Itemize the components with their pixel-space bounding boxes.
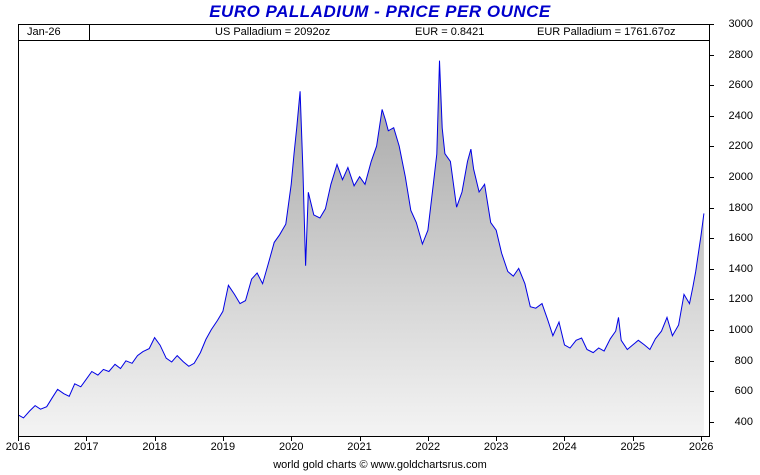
price-line (18, 60, 705, 419)
date-label: Jan-26 (27, 26, 61, 38)
y-tick-mark (710, 85, 714, 87)
info-bar: Jan-26 US Palladium = 2092oz EUR = 0.842… (19, 25, 709, 41)
x-tick-label: 2024 (552, 441, 577, 453)
x-tick-mark (427, 437, 429, 441)
x-tick-label: 2020 (278, 441, 304, 453)
y-tick-mark (710, 360, 714, 362)
x-tick-mark (701, 437, 703, 441)
y-tick-mark (710, 54, 714, 56)
x-tick-mark (18, 437, 19, 441)
y-tick-label: 600 (734, 385, 753, 398)
x-tick-mark (564, 437, 566, 441)
x-tick-label: 2026 (688, 441, 714, 453)
y-tick-mark (710, 268, 714, 270)
y-tick-label: 2000 (728, 170, 753, 183)
y-tick-mark (710, 329, 714, 331)
y-tick-label: 1400 (728, 262, 753, 275)
x-tick-label: 2018 (142, 441, 167, 453)
y-tick-label: 1800 (728, 201, 753, 214)
x-tick-mark (86, 437, 88, 441)
eur-rate-stat: EUR = 0.8421 (415, 26, 485, 38)
y-tick-mark (710, 176, 714, 178)
date-cell-divider (89, 25, 90, 40)
plot-area (18, 60, 705, 437)
x-tick-label: 2016 (5, 441, 31, 453)
x-tick-mark (632, 437, 634, 441)
x-tick-label: 2019 (210, 441, 236, 453)
y-tick-mark (710, 146, 714, 148)
x-tick-label: 2022 (415, 441, 441, 453)
x-tick-mark (154, 437, 156, 441)
y-tick-mark (710, 238, 714, 240)
y-tick-label: 2400 (728, 109, 753, 122)
footer-credit: world gold charts © www.goldchartsrus.co… (273, 459, 487, 471)
y-tick-mark (710, 115, 714, 117)
y-tick-mark (710, 207, 714, 209)
eur-palladium-stat: EUR Palladium = 1761.67oz (537, 26, 676, 38)
x-tick-mark (496, 437, 498, 441)
x-tick-label: 2025 (620, 441, 646, 453)
y-tick-mark (710, 421, 714, 423)
x-tick-mark (291, 437, 293, 441)
price-area-fill (18, 60, 704, 437)
x-tick-label: 2023 (483, 441, 509, 453)
y-tick-label: 3000 (728, 18, 753, 30)
y-tick-label: 800 (734, 354, 753, 367)
y-tick-mark (710, 24, 714, 25)
y-tick-label: 1600 (728, 232, 753, 245)
x-tick-label: 2017 (74, 441, 99, 453)
x-tick-mark (222, 437, 224, 441)
us-palladium-stat: US Palladium = 2092oz (215, 26, 331, 38)
x-tick-label: 2021 (347, 441, 372, 453)
y-tick-label: 2600 (728, 79, 753, 92)
y-tick-label: 2200 (728, 140, 753, 153)
y-tick-label: 1200 (728, 293, 753, 306)
y-tick-label: 400 (734, 415, 753, 428)
y-tick-label: 1000 (728, 323, 753, 336)
chart-title: EURO PALLADIUM - PRICE PER OUNCE (209, 2, 551, 21)
y-tick-mark (710, 391, 714, 393)
y-tick-label: 2800 (728, 48, 753, 61)
y-tick-mark (710, 299, 714, 301)
x-tick-mark (359, 437, 361, 441)
